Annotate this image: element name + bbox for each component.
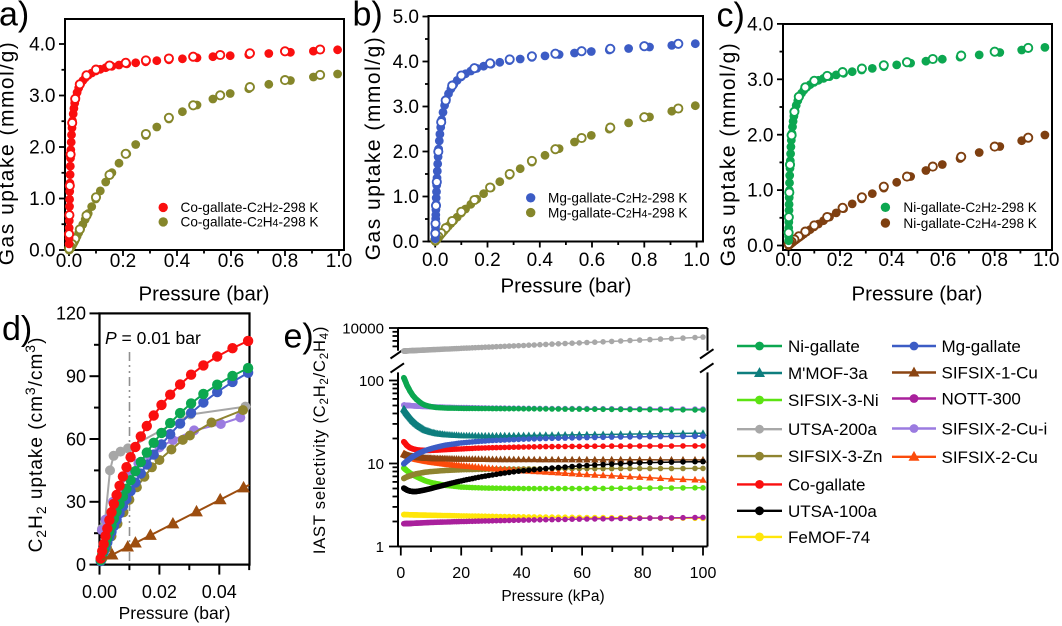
svg-text:d): d) bbox=[2, 310, 32, 348]
svg-text:P = 0.01 bar: P = 0.01 bar bbox=[105, 328, 201, 348]
svg-text:Mg-gallate: Mg-gallate bbox=[942, 337, 1021, 356]
svg-text:4.0: 4.0 bbox=[747, 15, 773, 36]
svg-text:10000: 10000 bbox=[342, 321, 384, 338]
svg-text:Gas uptake (mmol/g): Gas uptake (mmol/g) bbox=[717, 42, 740, 267]
svg-text:0.4: 0.4 bbox=[878, 250, 905, 271]
svg-text:UTSA-100a: UTSA-100a bbox=[788, 502, 877, 521]
svg-text:SIFSIX-2-Cu-i: SIFSIX-2-Cu-i bbox=[942, 420, 1048, 439]
svg-text:0.6: 0.6 bbox=[579, 250, 605, 271]
svg-text:0.6: 0.6 bbox=[218, 251, 244, 272]
svg-text:40: 40 bbox=[513, 565, 531, 582]
svg-text:Co-gallate: Co-gallate bbox=[788, 475, 866, 494]
svg-text:Mg-gallate-C2H4-298 K: Mg-gallate-C2H4-298 K bbox=[548, 205, 688, 220]
svg-text:c): c) bbox=[717, 0, 745, 35]
svg-text:0.2: 0.2 bbox=[827, 250, 853, 271]
svg-text:0.0: 0.0 bbox=[393, 232, 419, 253]
svg-text:1.0: 1.0 bbox=[393, 187, 419, 208]
svg-text:Co-gallate-C2H4-298 K: Co-gallate-C2H4-298 K bbox=[181, 215, 319, 230]
svg-text:10: 10 bbox=[367, 456, 384, 473]
svg-text:0: 0 bbox=[76, 555, 86, 575]
svg-text:0.02: 0.02 bbox=[142, 582, 177, 602]
svg-text:0.4: 0.4 bbox=[527, 250, 554, 271]
svg-text:1.0: 1.0 bbox=[683, 250, 709, 271]
svg-text:0.0: 0.0 bbox=[747, 236, 773, 257]
svg-text:SIFSIX-1-Cu: SIFSIX-1-Cu bbox=[942, 364, 1038, 383]
svg-text:SIFSIX-3-Ni: SIFSIX-3-Ni bbox=[788, 391, 879, 410]
svg-text:3.0: 3.0 bbox=[747, 70, 773, 91]
svg-text:Pressure (kPa): Pressure (kPa) bbox=[501, 588, 604, 605]
svg-text:2.0: 2.0 bbox=[747, 125, 773, 146]
svg-text:Pressure (bar): Pressure (bar) bbox=[138, 283, 269, 306]
svg-text:Pressure (bar): Pressure (bar) bbox=[500, 275, 631, 298]
svg-text:20: 20 bbox=[452, 565, 470, 582]
svg-text:0.0: 0.0 bbox=[29, 241, 55, 262]
svg-text:C2H2 uptake (cm3/cm3): C2H2 uptake (cm3/cm3) bbox=[22, 337, 49, 553]
svg-text:0.04: 0.04 bbox=[202, 582, 237, 602]
svg-text:SIFSIX-2-Cu: SIFSIX-2-Cu bbox=[942, 448, 1038, 467]
svg-text:a): a) bbox=[0, 0, 29, 34]
svg-text:Ni-gallate: Ni-gallate bbox=[788, 337, 860, 356]
svg-text:e): e) bbox=[284, 318, 314, 356]
svg-text:FeMOF-74: FeMOF-74 bbox=[788, 528, 870, 547]
svg-text:0.4: 0.4 bbox=[164, 251, 191, 272]
svg-text:Pressure (bar): Pressure (bar) bbox=[851, 283, 982, 306]
svg-text:3.0: 3.0 bbox=[29, 86, 55, 107]
svg-text:3.0: 3.0 bbox=[393, 97, 419, 118]
svg-text:NOTT-300: NOTT-300 bbox=[942, 390, 1021, 409]
svg-text:1.0: 1.0 bbox=[29, 189, 55, 210]
svg-text:IAST selectivity (C2H2/C2H4): IAST selectivity (C2H2/C2H4) bbox=[311, 326, 331, 554]
svg-text:4.0: 4.0 bbox=[29, 35, 55, 56]
svg-text:30: 30 bbox=[66, 492, 86, 512]
svg-text:Pressure (bar): Pressure (bar) bbox=[119, 603, 231, 623]
svg-text:1: 1 bbox=[376, 539, 384, 556]
svg-text:0.6: 0.6 bbox=[930, 250, 956, 271]
svg-text:Ni-gallate-C2H4-298 K: Ni-gallate-C2H4-298 K bbox=[903, 216, 1036, 231]
svg-text:1.0: 1.0 bbox=[326, 251, 352, 272]
svg-text:120: 120 bbox=[56, 304, 86, 324]
svg-text:Mg-gallate-C2H2-298 K: Mg-gallate-C2H2-298 K bbox=[548, 191, 688, 206]
svg-text:60: 60 bbox=[66, 429, 86, 449]
svg-text:2.0: 2.0 bbox=[29, 138, 55, 159]
svg-text:5.0: 5.0 bbox=[393, 7, 419, 28]
svg-text:2.0: 2.0 bbox=[393, 142, 419, 163]
svg-text:0.0: 0.0 bbox=[775, 250, 801, 271]
svg-text:SIFSIX-3-Zn: SIFSIX-3-Zn bbox=[788, 447, 882, 466]
svg-text:60: 60 bbox=[573, 565, 591, 582]
svg-text:0.0: 0.0 bbox=[56, 251, 82, 272]
svg-text:90: 90 bbox=[66, 367, 86, 387]
svg-text:80: 80 bbox=[634, 565, 652, 582]
svg-text:0.0: 0.0 bbox=[422, 250, 448, 271]
svg-text:Gas uptake (mmol/g): Gas uptake (mmol/g) bbox=[0, 41, 19, 266]
svg-text:0: 0 bbox=[396, 565, 405, 582]
svg-text:100: 100 bbox=[690, 565, 717, 582]
svg-text:M'MOF-3a: M'MOF-3a bbox=[788, 364, 868, 383]
svg-text:Co-gallate-C2H2-298 K: Co-gallate-C2H2-298 K bbox=[181, 200, 319, 215]
svg-text:100: 100 bbox=[359, 373, 384, 390]
svg-text:0.2: 0.2 bbox=[110, 251, 136, 272]
svg-text:b): b) bbox=[353, 0, 383, 34]
svg-text:1.0: 1.0 bbox=[747, 181, 773, 202]
svg-text:0.00: 0.00 bbox=[82, 582, 117, 602]
svg-text:Gas uptake (mmol/g): Gas uptake (mmol/g) bbox=[362, 36, 385, 261]
svg-text:1.0: 1.0 bbox=[1033, 250, 1059, 271]
svg-text:0.8: 0.8 bbox=[631, 250, 657, 271]
svg-text:0.8: 0.8 bbox=[272, 251, 298, 272]
svg-text:4.0: 4.0 bbox=[393, 52, 419, 73]
svg-text:0.2: 0.2 bbox=[474, 250, 500, 271]
svg-text:UTSA-200a: UTSA-200a bbox=[788, 420, 877, 439]
svg-text:0.8: 0.8 bbox=[981, 250, 1007, 271]
svg-text:Ni-gallate-C2H2-298 K: Ni-gallate-C2H2-298 K bbox=[903, 200, 1036, 215]
